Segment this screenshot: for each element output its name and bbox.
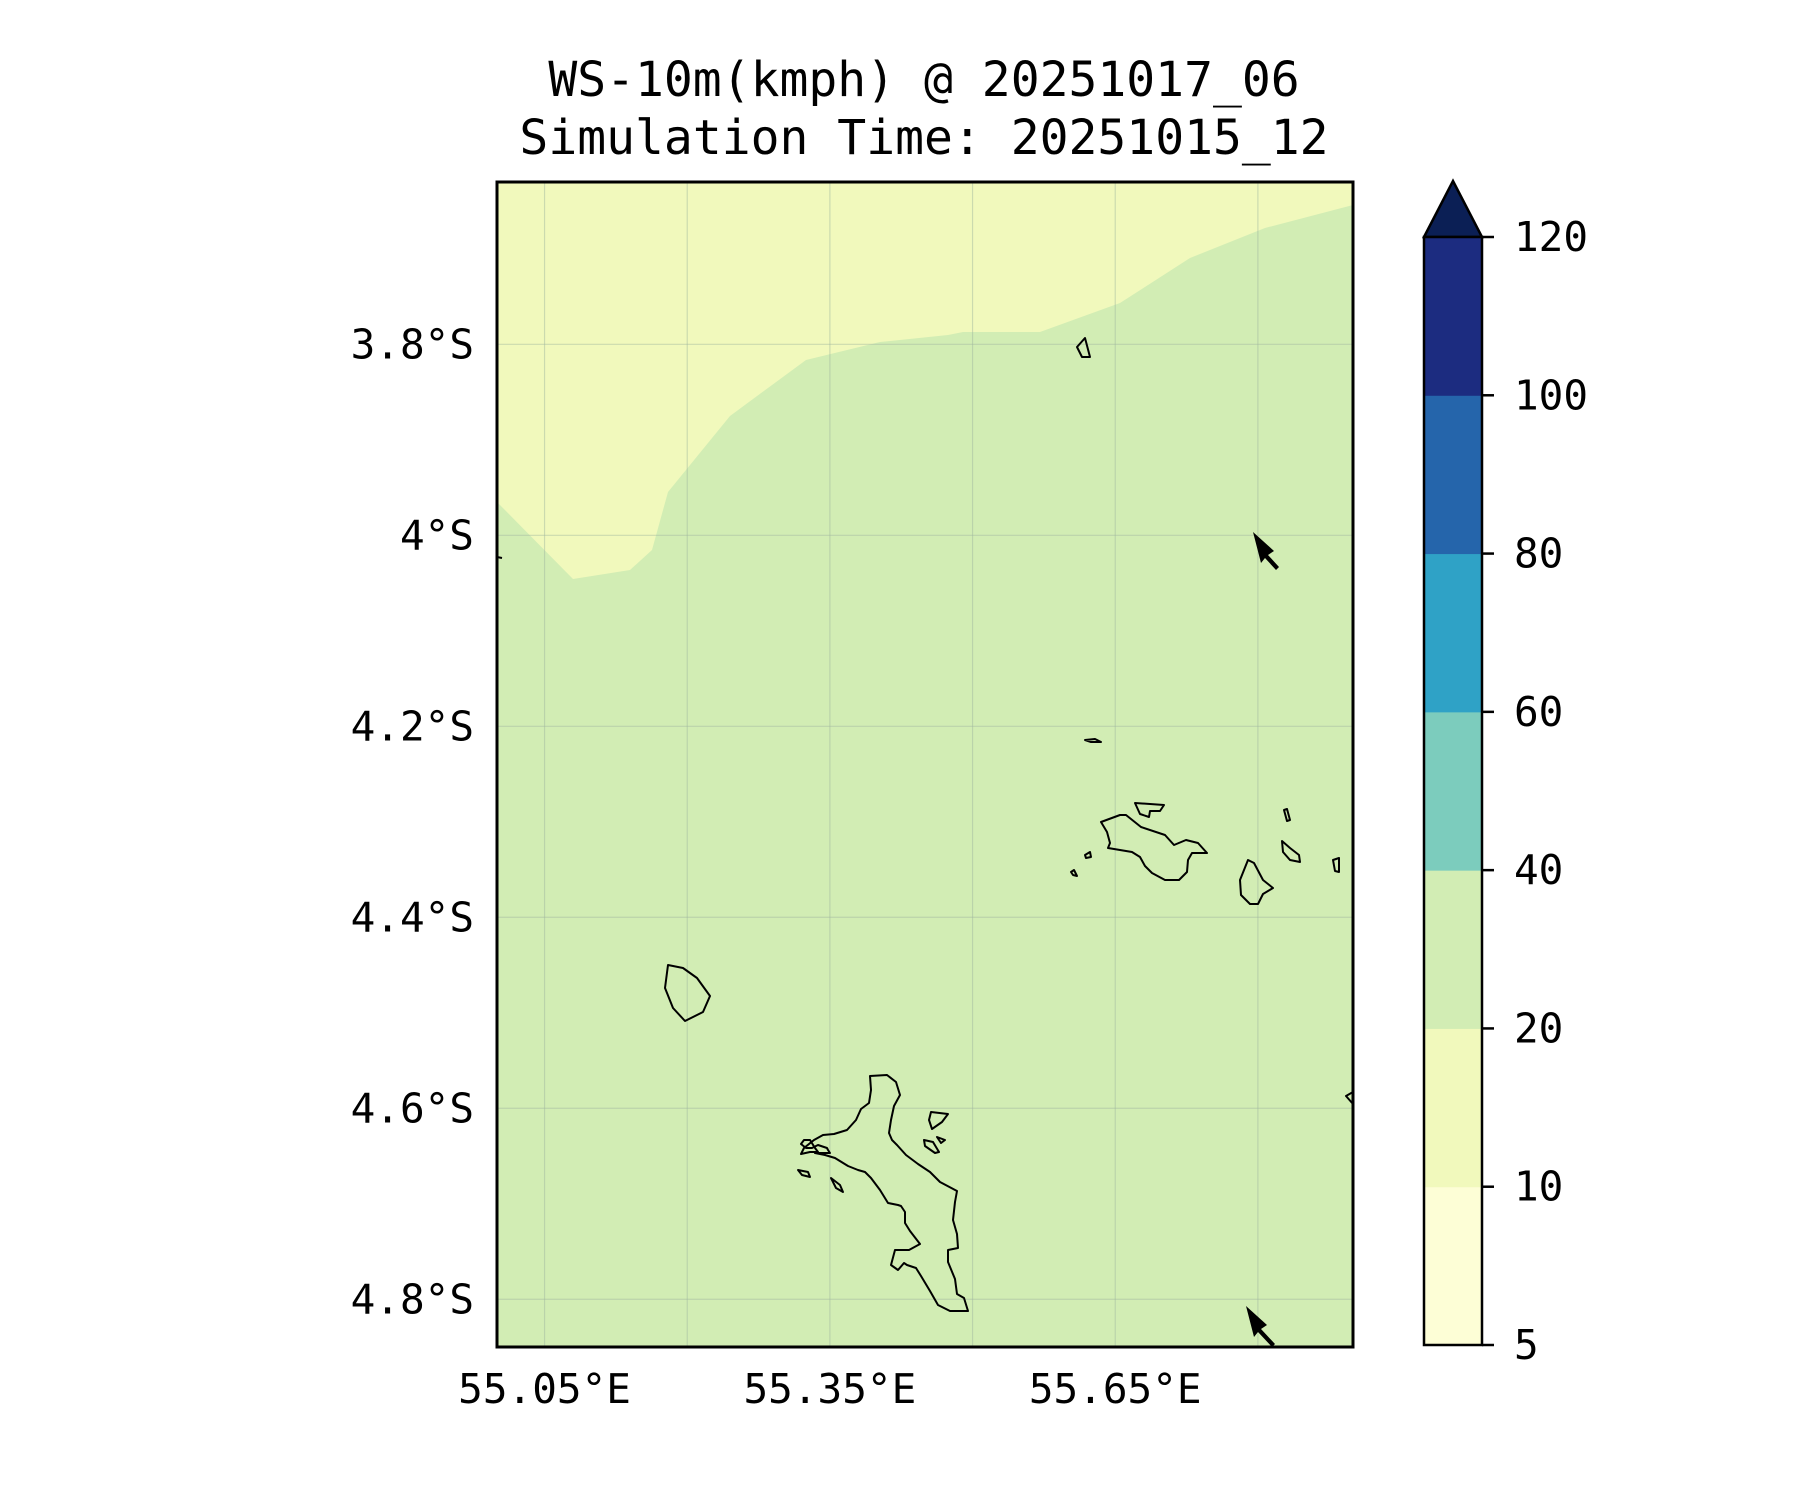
colorbar-tick-label: 40 [1514, 846, 1563, 894]
coastlines [664, 337, 1353, 1312]
island-islet-4 [1070, 869, 1078, 877]
longitude-tick-labels: 55.05°E 55.35°E 55.65°E [458, 1365, 1201, 1413]
lat-tick-label: 4.2°S [351, 702, 474, 750]
colorbar-tick-label: 20 [1514, 1004, 1563, 1052]
colorbar-extend-arrow [1421, 178, 1485, 239]
colorbar-tick-label: 60 [1514, 688, 1563, 736]
colorbar-segment [1424, 870, 1482, 1029]
island-islet-3 [1084, 851, 1092, 859]
colorbar: 5 10 20 40 60 80 100 120 [1421, 178, 1588, 1369]
wind-arrow-icon [1253, 532, 1279, 570]
lon-tick-label: 55.65°E [1029, 1365, 1202, 1413]
island-aride [1076, 337, 1091, 358]
lat-tick-label: 4.4°S [351, 893, 474, 941]
map-title-line-2: Simulation Time: 20251015_12 [519, 110, 1328, 166]
graticule [497, 182, 1353, 1347]
colorbar-tick-label: 100 [1514, 371, 1588, 419]
map-frame [495, 180, 1355, 1349]
wind-speed-region-10-20 [497, 182, 1353, 579]
island-conception [830, 1177, 844, 1193]
colorbar-segment [1424, 395, 1482, 555]
wind-arrow-icon [1246, 1306, 1275, 1347]
colorbar-tick-label: 120 [1514, 213, 1588, 261]
island-east-edge [1345, 1091, 1353, 1105]
island-silhouette [664, 964, 711, 1022]
colorbar-frame [1422, 235, 1484, 1347]
island-la-digue [1239, 859, 1274, 905]
lat-tick-label: 4.6°S [351, 1084, 474, 1132]
colorbar-tick-label: 80 [1514, 530, 1563, 578]
colorbar-segment [1424, 553, 1482, 713]
island-felicite [1281, 840, 1301, 863]
island-islet-1 [1283, 808, 1291, 822]
lat-tick-label: 4.8°S [351, 1275, 474, 1323]
island-islet-2 [1084, 738, 1102, 743]
colorbar-tick-label: 5 [1514, 1321, 1539, 1369]
island-marianne [1332, 857, 1340, 873]
island-mahe [800, 1074, 969, 1312]
wind-vectors [1246, 532, 1279, 1347]
lat-tick-label: 3.8°S [351, 320, 474, 368]
island-praslin [1100, 814, 1208, 881]
map-title-line-1: WS-10m(kmph) @ 20251017_06 [548, 52, 1299, 108]
latitude-tick-labels: 3.8°S 4°S 4.2°S 4.4°S 4.6°S 4.8°S [351, 320, 474, 1323]
lon-tick-label: 55.35°E [743, 1365, 916, 1413]
colorbar-segment [1424, 1186, 1482, 1346]
colorbar-segment [1424, 1028, 1482, 1188]
map-panel: 3.8°S 4°S 4.2°S 4.4°S 4.6°S 4.8°S 55.05°E 55.3… [351, 180, 1355, 1413]
lat-tick-label: 4°S [400, 511, 474, 559]
colorbar-tick-label: 10 [1514, 1163, 1563, 1211]
island-cerf [923, 1139, 940, 1154]
island-round [936, 1136, 946, 1144]
island-therese [797, 1169, 811, 1178]
island-curieuse [1134, 802, 1165, 818]
lon-tick-label: 55.05°E [458, 1365, 631, 1413]
colorbar-segment [1424, 237, 1482, 396]
colorbar-segment [1424, 711, 1482, 871]
island-sainte-anne [928, 1111, 949, 1130]
